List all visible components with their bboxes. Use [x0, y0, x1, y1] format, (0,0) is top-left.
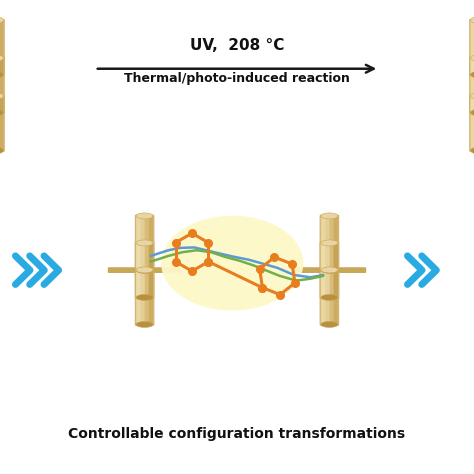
FancyBboxPatch shape: [0, 95, 5, 152]
Ellipse shape: [0, 71, 3, 78]
FancyBboxPatch shape: [320, 215, 339, 271]
Ellipse shape: [470, 71, 474, 78]
Ellipse shape: [470, 147, 474, 154]
FancyBboxPatch shape: [0, 57, 5, 114]
Ellipse shape: [161, 216, 303, 310]
Ellipse shape: [136, 267, 153, 273]
FancyBboxPatch shape: [471, 22, 474, 73]
FancyBboxPatch shape: [0, 21, 3, 74]
Ellipse shape: [321, 240, 338, 246]
Ellipse shape: [136, 321, 153, 328]
Ellipse shape: [136, 213, 153, 219]
FancyBboxPatch shape: [320, 269, 339, 326]
Ellipse shape: [0, 55, 3, 62]
Ellipse shape: [321, 321, 338, 328]
Ellipse shape: [136, 294, 153, 301]
FancyBboxPatch shape: [469, 19, 474, 76]
Ellipse shape: [136, 240, 153, 246]
Ellipse shape: [0, 147, 3, 154]
FancyBboxPatch shape: [321, 271, 325, 323]
Ellipse shape: [321, 267, 338, 273]
FancyBboxPatch shape: [0, 19, 5, 76]
Ellipse shape: [0, 92, 3, 100]
FancyBboxPatch shape: [135, 269, 154, 326]
FancyBboxPatch shape: [108, 267, 181, 273]
Ellipse shape: [470, 17, 474, 24]
FancyBboxPatch shape: [334, 270, 338, 324]
Ellipse shape: [470, 55, 474, 62]
FancyBboxPatch shape: [149, 217, 153, 270]
FancyBboxPatch shape: [470, 97, 474, 150]
FancyBboxPatch shape: [0, 97, 3, 150]
FancyBboxPatch shape: [469, 95, 474, 152]
FancyBboxPatch shape: [321, 217, 329, 270]
FancyBboxPatch shape: [321, 217, 325, 269]
Ellipse shape: [470, 92, 474, 100]
FancyBboxPatch shape: [136, 217, 145, 270]
FancyBboxPatch shape: [471, 98, 474, 149]
FancyBboxPatch shape: [137, 217, 140, 269]
Text: Controllable configuration transformations: Controllable configuration transformatio…: [68, 427, 406, 441]
FancyBboxPatch shape: [321, 245, 325, 296]
Ellipse shape: [321, 267, 338, 273]
Ellipse shape: [0, 109, 3, 116]
FancyBboxPatch shape: [320, 242, 339, 299]
FancyBboxPatch shape: [469, 57, 474, 114]
FancyBboxPatch shape: [149, 270, 153, 324]
Text: UV,  208 °C: UV, 208 °C: [190, 37, 284, 53]
FancyBboxPatch shape: [334, 217, 338, 270]
Text: Thermal/photo-induced reaction: Thermal/photo-induced reaction: [124, 72, 350, 85]
Ellipse shape: [0, 17, 3, 24]
FancyBboxPatch shape: [293, 267, 366, 273]
FancyBboxPatch shape: [321, 270, 329, 324]
FancyBboxPatch shape: [334, 244, 338, 297]
FancyBboxPatch shape: [470, 21, 474, 74]
FancyBboxPatch shape: [135, 215, 154, 271]
FancyBboxPatch shape: [136, 244, 145, 297]
FancyBboxPatch shape: [471, 60, 474, 111]
FancyBboxPatch shape: [135, 242, 154, 299]
FancyBboxPatch shape: [321, 244, 329, 297]
FancyBboxPatch shape: [137, 245, 140, 296]
FancyBboxPatch shape: [470, 59, 474, 112]
Ellipse shape: [321, 294, 338, 301]
Ellipse shape: [321, 213, 338, 219]
Ellipse shape: [136, 267, 153, 273]
FancyBboxPatch shape: [136, 270, 145, 324]
Ellipse shape: [470, 109, 474, 116]
FancyBboxPatch shape: [0, 59, 3, 112]
FancyBboxPatch shape: [149, 244, 153, 297]
FancyBboxPatch shape: [137, 271, 140, 323]
